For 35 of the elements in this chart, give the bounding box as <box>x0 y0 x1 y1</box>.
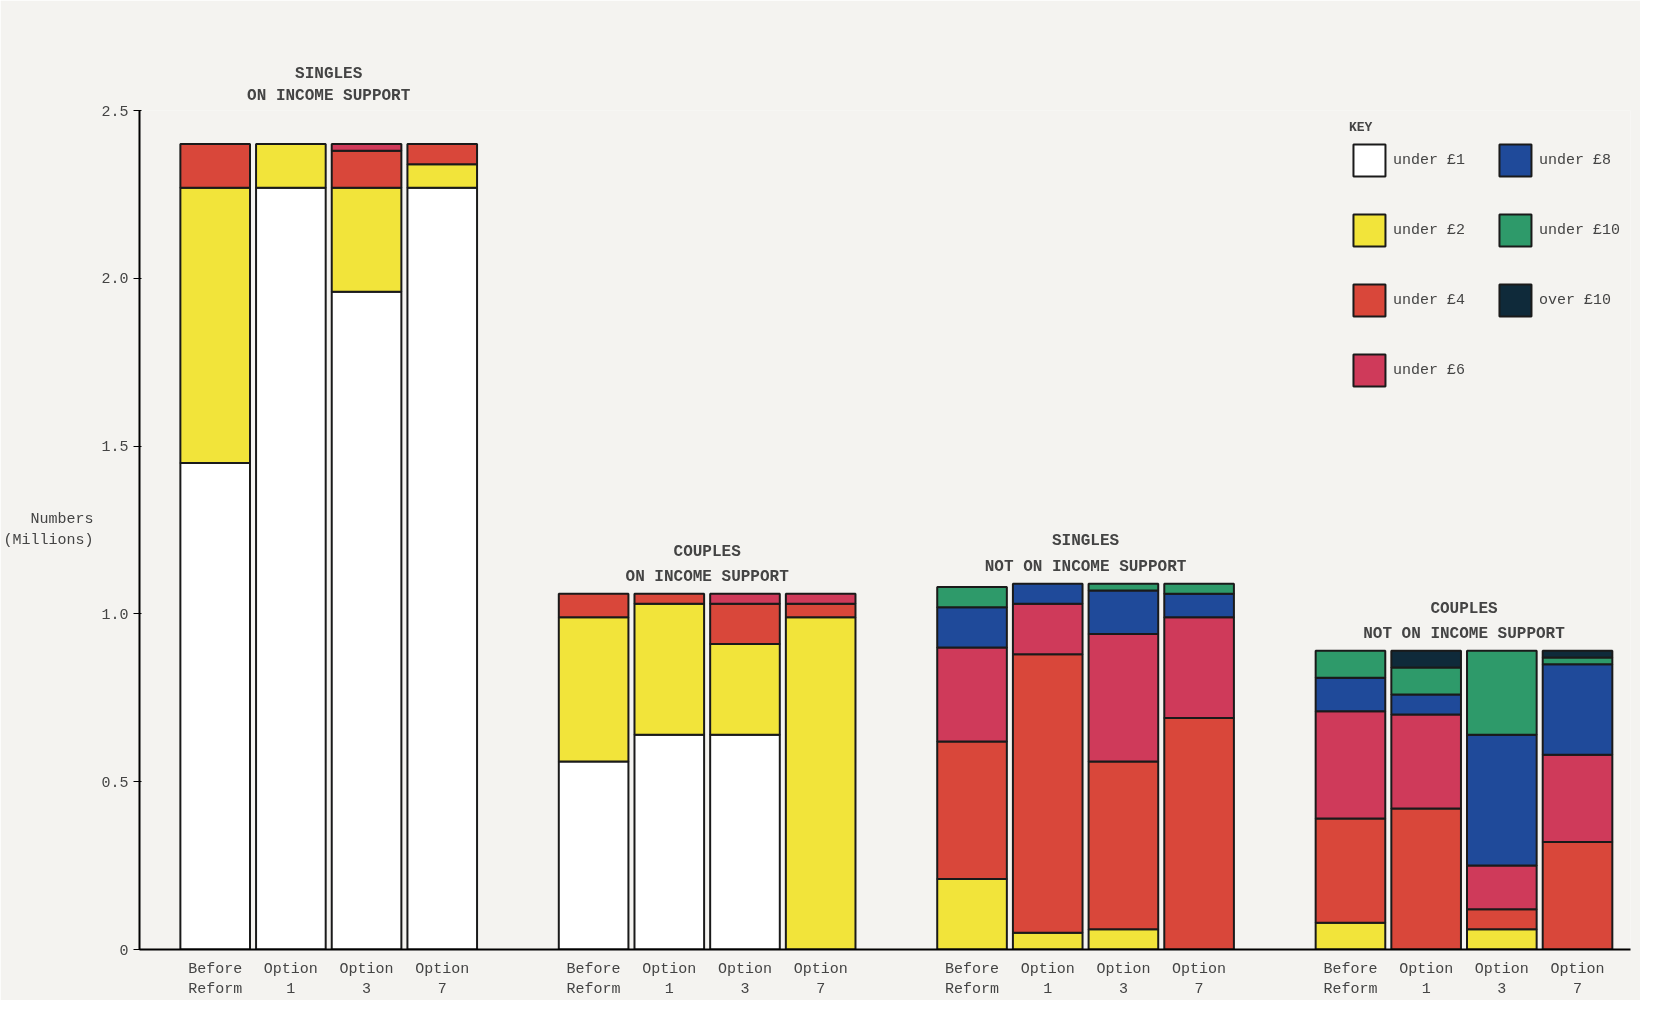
x-tick-label: Option 3 <box>339 960 394 998</box>
x-tick-label: Option 7 <box>1550 960 1605 998</box>
x-tick-label: Option 1 <box>642 960 697 998</box>
legend-label: under £2 <box>1392 221 1465 239</box>
annotation: COUPLES ON INCOME SUPPORT <box>625 542 790 586</box>
y-tick-label: 2.5 <box>101 103 129 121</box>
x-tick-label: Before Reform <box>1323 960 1378 998</box>
y-tick-label: 0.5 <box>101 774 129 792</box>
legend-label: under £10 <box>1538 221 1620 239</box>
x-tick-label: Option 7 <box>1172 960 1227 998</box>
legend-label: under £1 <box>1392 151 1465 169</box>
y-axis-title: Numbers (Millions) <box>3 511 94 549</box>
x-tick-label: Before Reform <box>188 960 243 998</box>
legend-title: KEY <box>1348 120 1374 135</box>
x-tick-label: Before Reform <box>945 960 1000 998</box>
x-tick-label: Option 7 <box>793 960 848 998</box>
x-tick-label: Option 1 <box>1020 960 1075 998</box>
legend-label: under £6 <box>1392 361 1465 379</box>
x-tick-label: Option 3 <box>1096 960 1151 998</box>
annotation: COUPLES NOT ON INCOME SUPPORT <box>1363 599 1566 643</box>
x-tick-label: Option 1 <box>1399 960 1454 998</box>
y-tick-label: 0 <box>119 942 129 960</box>
x-tick-label: Option 7 <box>415 960 470 998</box>
x-tick-label: Before Reform <box>566 960 621 998</box>
x-tick-label: Option 3 <box>717 960 772 998</box>
annotation: SINGLES NOT ON INCOME SUPPORT <box>984 532 1187 576</box>
legend-label: under £8 <box>1538 151 1611 169</box>
legend-label: under £4 <box>1392 291 1465 309</box>
legend-label: over £10 <box>1538 291 1611 309</box>
y-tick-label: 2.0 <box>101 271 129 289</box>
x-tick-label: Option 1 <box>263 960 318 998</box>
text: SINGLES ON INCOME SUPPORT <box>247 64 411 105</box>
x-tick-label: Option 3 <box>1474 960 1529 998</box>
y-tick-label: 1.5 <box>101 439 129 457</box>
y-tick-label: 1.0 <box>101 606 129 624</box>
